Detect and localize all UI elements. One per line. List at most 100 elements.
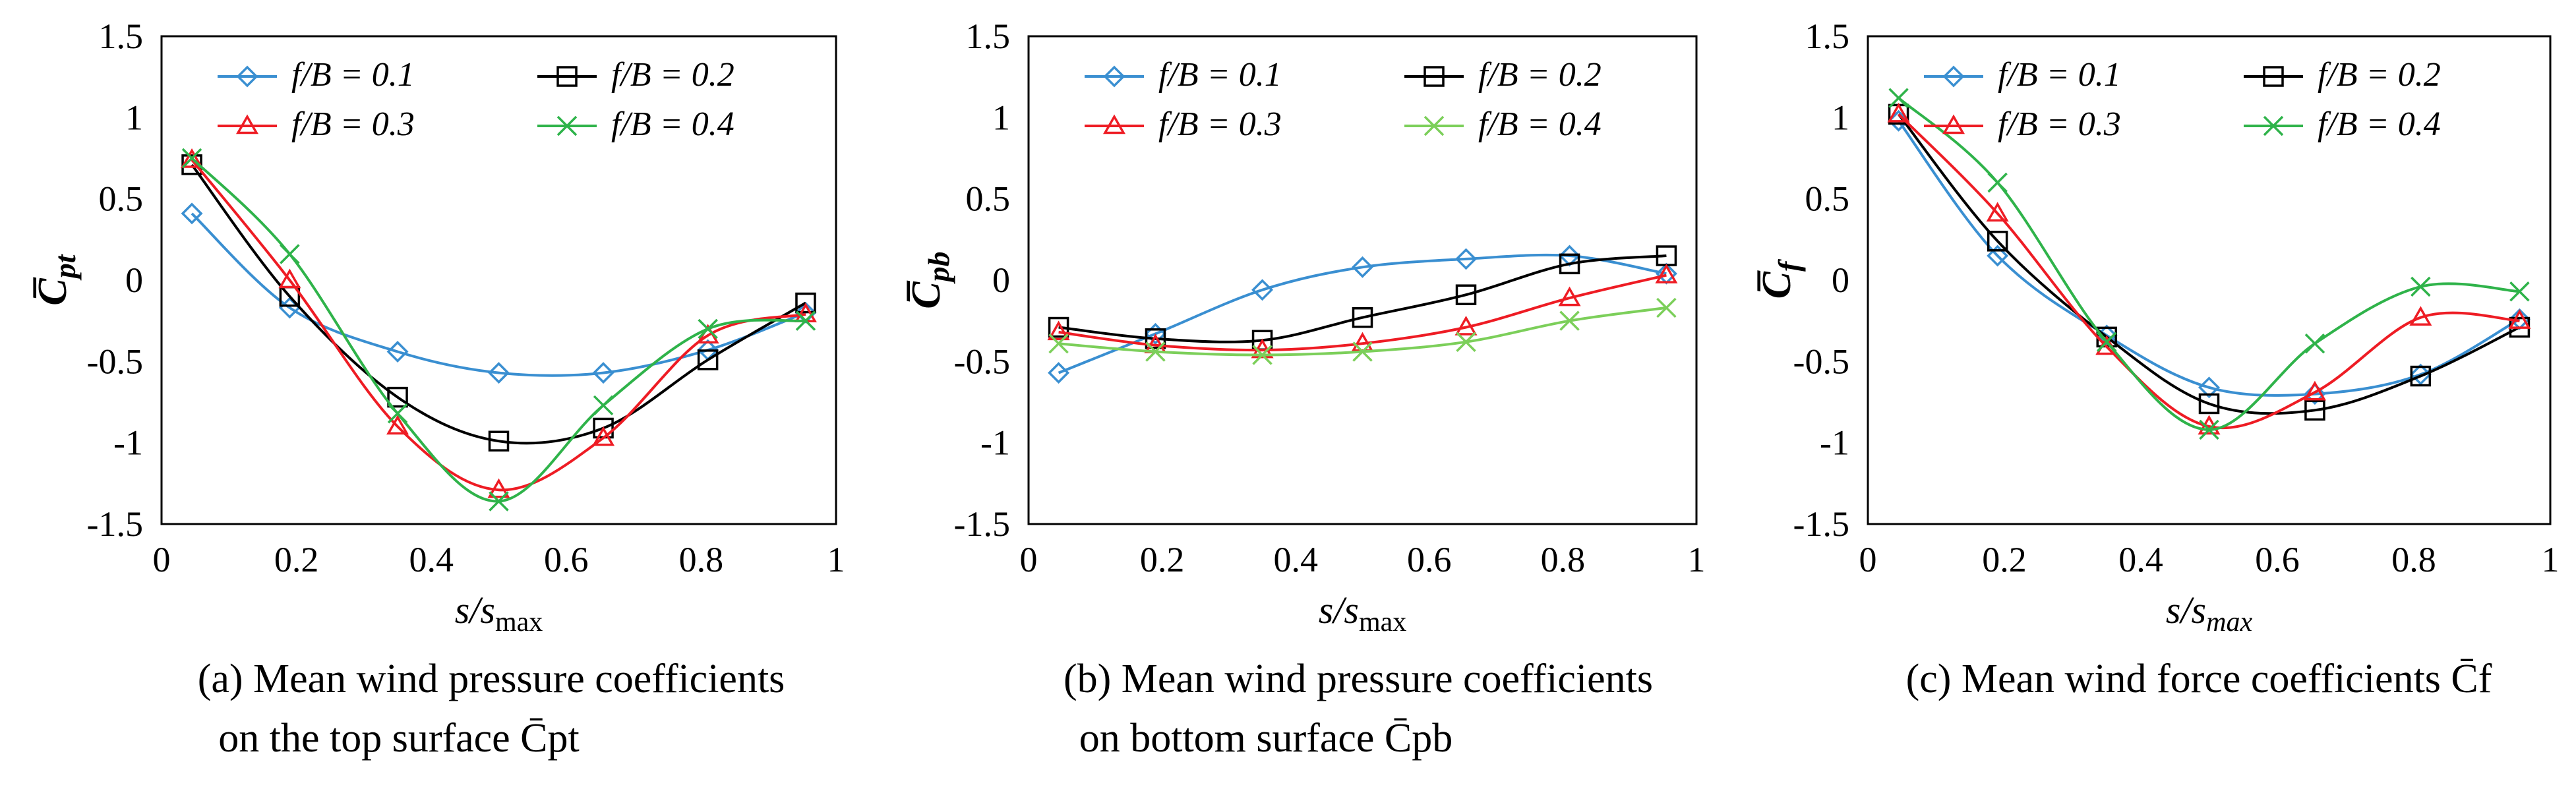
x-axis-label: s/smax xyxy=(2166,589,2253,637)
chart-panel-a: 1.5 1 0.5 0 -0.5 -1 -1.5 0 0.2 0.4 0.6 0.8 1 s/smax C̅… xyxy=(30,16,845,761)
legend-entry: f/B = 0.3 xyxy=(1085,105,1282,143)
chart-panel-c: 1.5 1 0.5 0 -0.5 -1 -1.5 0 0.2 0.4 0.6 0.8 1 s/smax C̅… xyxy=(1754,16,2560,701)
data-point xyxy=(2198,376,2220,399)
panel-caption: (a) Mean wind pressure coefficients xyxy=(198,657,785,701)
data-point xyxy=(181,202,203,225)
legend-marker xyxy=(2263,66,2284,87)
legend-label: f/B = 0.3 xyxy=(1998,105,2121,143)
data-point xyxy=(2303,380,2326,401)
panel-caption-line2: on the top surface C̄pt xyxy=(218,716,580,761)
series-f-b-0-4 xyxy=(181,148,816,512)
legend-entry: f/B = 0.2 xyxy=(537,56,734,94)
data-point xyxy=(1655,264,1678,283)
legend-marker xyxy=(1423,66,1445,87)
legend-entry: f/B = 0.2 xyxy=(2244,56,2441,94)
data-point xyxy=(489,491,509,512)
legend-entry: f/B = 0.4 xyxy=(2244,105,2441,143)
series-line xyxy=(191,163,807,445)
y-tick-label: -0.5 xyxy=(87,341,143,381)
data-point xyxy=(795,292,816,314)
data-point xyxy=(2199,419,2219,440)
data-point xyxy=(1144,322,1166,345)
data-point xyxy=(1558,286,1581,307)
data-point xyxy=(2304,333,2325,354)
data-point xyxy=(1559,310,1580,331)
y-tick-label: 0.5 xyxy=(966,179,1011,219)
series-f-b-0-1 xyxy=(1048,245,1677,384)
y-tick-label: 1 xyxy=(125,98,143,137)
legend-marker xyxy=(236,65,258,88)
data-point xyxy=(1145,341,1166,362)
plot-area-frame xyxy=(1027,35,1698,525)
data-point xyxy=(1455,248,1477,270)
data-point xyxy=(1559,253,1580,275)
x-tick-label: 0.6 xyxy=(2255,540,2300,579)
y-tick-label: -0.5 xyxy=(1793,341,1849,381)
data-point xyxy=(698,318,718,339)
series-f-b-0-3 xyxy=(1047,264,1678,359)
data-point xyxy=(1145,328,1166,349)
data-point xyxy=(1455,284,1477,305)
data-point xyxy=(181,148,204,168)
legend-entry: f/B = 0.1 xyxy=(218,56,415,94)
data-point xyxy=(2410,365,2432,387)
legend-label: f/B = 0.4 xyxy=(611,105,734,143)
y-tick-label: -1 xyxy=(1820,423,1849,463)
x-tick-label: 0 xyxy=(1859,540,1877,579)
legend-label: f/B = 0.4 xyxy=(2318,105,2441,143)
series-f-b-0-1 xyxy=(181,202,817,384)
legend-marker xyxy=(556,115,578,136)
data-point xyxy=(1888,88,1909,108)
legend-entry: f/B = 0.3 xyxy=(218,105,415,143)
y-tick-label: 1 xyxy=(992,98,1010,137)
data-point xyxy=(181,148,202,169)
series-f-b-0-1 xyxy=(1888,109,2531,405)
data-point xyxy=(697,349,719,370)
legend-label: f/B = 0.1 xyxy=(1158,56,1282,94)
data-point xyxy=(2097,332,2117,352)
legend-label: f/B = 0.1 xyxy=(291,56,415,94)
series-f-b-0-4 xyxy=(1048,297,1677,365)
data-point xyxy=(488,430,510,452)
data-point xyxy=(1352,256,1373,278)
series-line xyxy=(1898,97,2520,431)
legend-entry: f/B = 0.1 xyxy=(1924,56,2121,94)
legend-marker xyxy=(1102,114,1126,134)
data-point xyxy=(278,268,301,289)
series-line xyxy=(1058,274,1667,352)
legend-marker xyxy=(1103,65,1125,88)
data-point xyxy=(1987,172,2008,193)
x-tick-label: 0.6 xyxy=(544,540,589,579)
data-point xyxy=(386,341,409,363)
data-point xyxy=(1352,341,1373,362)
data-point xyxy=(1048,362,1070,384)
data-point xyxy=(386,415,409,435)
data-point xyxy=(487,478,510,498)
legend-label: f/B = 0.2 xyxy=(2318,56,2441,94)
series-f-b-0-2 xyxy=(181,154,816,452)
series-f-b-0-3 xyxy=(1887,102,2531,435)
data-point xyxy=(1251,279,1274,301)
chart-panel-b: 1.5 1 0.5 0 -0.5 -1 -1.5 0 0.2 0.4 0.6 0.8 1 s/smax C̅… xyxy=(904,16,1706,761)
data-point xyxy=(1454,316,1478,336)
series-f-b-0-3 xyxy=(181,148,817,498)
legend-marker xyxy=(2263,115,2284,136)
data-point xyxy=(1047,320,1070,341)
legend-label: f/B = 0.3 xyxy=(291,105,415,143)
y-tick-label: 0 xyxy=(125,260,143,300)
series-f-b-0-2 xyxy=(1048,245,1677,351)
y-tick-label: -1.5 xyxy=(1793,504,1849,544)
data-point xyxy=(1352,307,1373,328)
legend-label: f/B = 0.3 xyxy=(1158,105,1282,143)
y-tick-label: -1 xyxy=(113,423,143,463)
plot-area-frame xyxy=(1867,35,2552,525)
legend-entry: f/B = 0.2 xyxy=(1404,56,1602,94)
y-tick-label: 0.5 xyxy=(1805,179,1850,219)
data-point xyxy=(2409,306,2432,326)
x-tick-label: 0 xyxy=(1020,540,1038,579)
y-tick-label: 1 xyxy=(1832,98,1849,137)
y-axis-label: C̅pt xyxy=(30,254,82,305)
data-point xyxy=(387,403,408,424)
legend-entry: f/B = 0.4 xyxy=(1404,105,1602,143)
